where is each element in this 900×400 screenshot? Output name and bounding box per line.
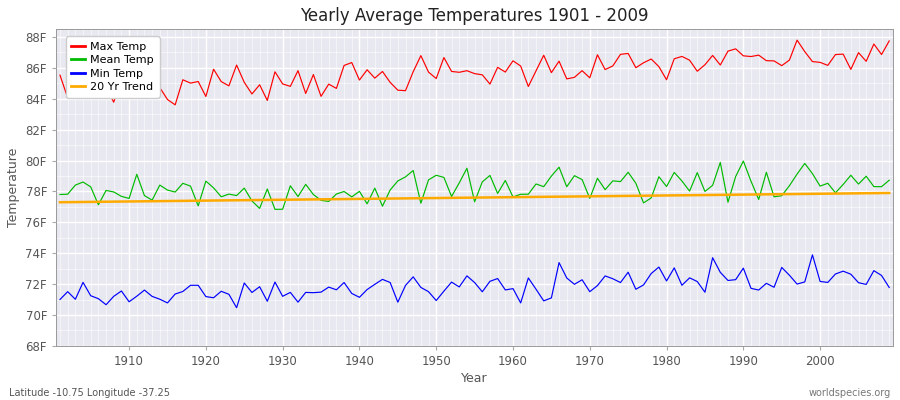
Text: Latitude -10.75 Longitude -37.25: Latitude -10.75 Longitude -37.25 <box>9 388 170 398</box>
Text: worldspecies.org: worldspecies.org <box>809 388 891 398</box>
Title: Yearly Average Temperatures 1901 - 2009: Yearly Average Temperatures 1901 - 2009 <box>301 7 649 25</box>
Legend: Max Temp, Mean Temp, Min Temp, 20 Yr Trend: Max Temp, Mean Temp, Min Temp, 20 Yr Tre… <box>66 36 159 98</box>
Y-axis label: Temperature: Temperature <box>7 148 20 227</box>
X-axis label: Year: Year <box>462 372 488 385</box>
